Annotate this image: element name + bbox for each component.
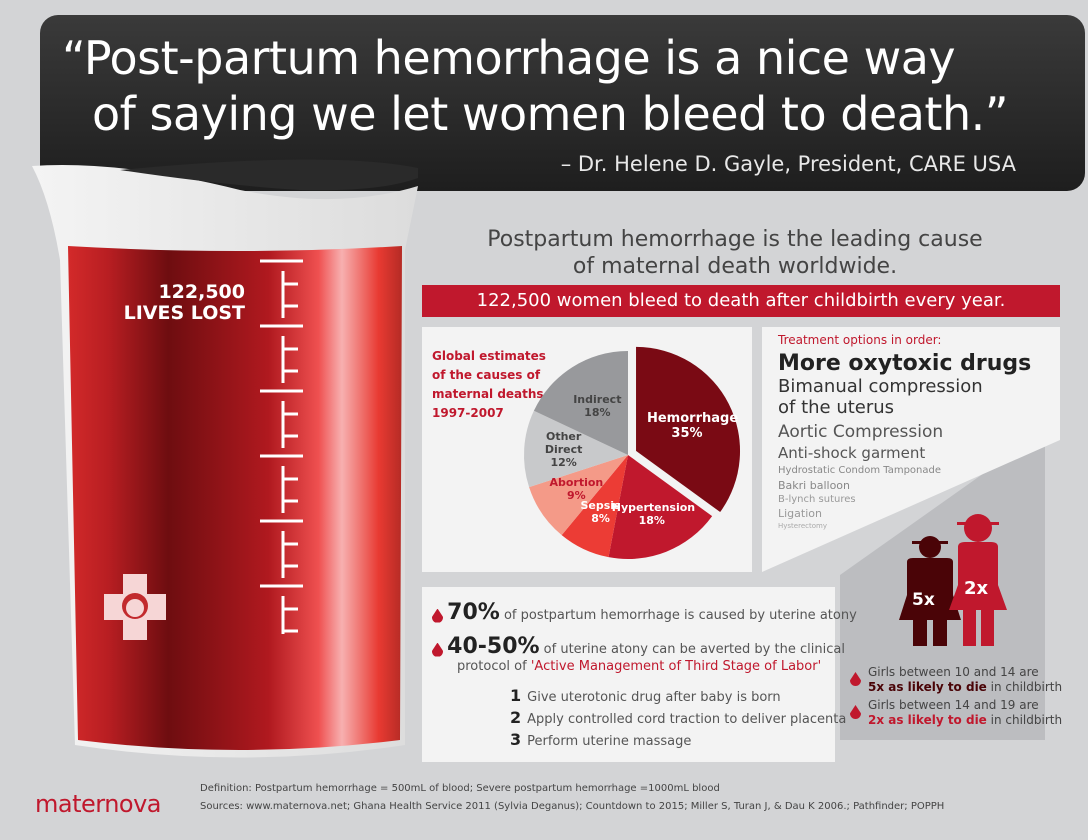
nurse-cross-icon [104,574,166,640]
fact-bold: 5x as likely to die [868,680,987,694]
pie-slice-other-direct [524,410,628,488]
fact-highlight: 'Active Management of Third Stage of Lab… [530,659,822,674]
quote-bubble [40,15,1085,191]
fact-amtsl: 40-50% of uterine atony can be averted b… [432,634,845,674]
pie-title: Global estimates of the causes of matern… [432,347,548,423]
headline: Postpartum hemorrhage is the leading cau… [430,226,1040,280]
banner: 122,500 women bleed to death after child… [422,285,1060,317]
lives-lost-text: LIVES LOST [123,302,245,324]
fact-text: Girls between 10 and 14 are [868,665,1039,679]
treatment-option: B-lynch sutures [778,494,856,505]
girls-fact-younger: Girls between 10 and 14 are 5x as likely … [850,665,1062,695]
girls-fact-older: Girls between 14 and 19 are 2x as likely … [850,698,1062,728]
step-number: 2 [510,708,522,727]
treatment-option: More oxytoxic drugs [778,351,1032,376]
pie-slice-hemorrhage [636,346,741,513]
lives-lost-count: 122,500 [158,281,245,303]
step-text: Give uterotonic drug after baby is born [527,690,781,705]
treatment-option: Bakri balloon [778,479,850,492]
pie-chart [524,346,741,559]
younger-girl-icon [899,536,961,646]
pie-slice-hypertension [608,455,713,559]
treatment-option: Ligation [778,507,822,520]
pie-title-line: Global estimates [432,349,546,363]
pie-slice-indirect [533,351,628,455]
fact-bold: 2x as likely to die [868,713,987,727]
maternova-logo: maternova [35,790,162,818]
headline-line-1: Postpartum hemorrhage is the leading cau… [487,227,983,252]
footer-definition: Definition: Postpartum hemorrhage = 500m… [200,783,720,794]
pie-slice-sepsis [561,455,628,558]
step: 3 Perform uterine massage [510,730,691,749]
pie-label: Hypertension 18% [611,500,696,527]
facts-panel [422,587,835,762]
treatment-option: Hydrostatic Condom Tamponade [778,465,942,476]
blood-drop-icon [432,642,443,657]
pie-title-line: 1997-2007 [432,406,504,420]
footer-sources: Sources: www.maternova.net; Ghana Health… [200,801,945,812]
quote: “Post-partum hemorrhage is a nice way of… [62,30,1042,142]
quote-attribution: – Dr. Helene D. Gayle, President, CARE U… [560,152,1016,176]
headline-line-2: of maternal death worldwide. [572,254,898,279]
pie-label: Indirect 18% [573,392,622,419]
pie-slice-abortion [529,455,628,536]
treatment-heading: Treatment options in order: [778,333,942,347]
treatment-option: Hysterectomy [778,522,827,530]
treatment-options: Treatment options in order: More oxytoxi… [778,333,1058,530]
pie-title-line: maternal deaths, [432,387,549,401]
pie-label: Sepsis 8% [580,499,621,526]
fact-text: in childbirth [986,680,1063,694]
step-text: Apply controlled cord traction to delive… [527,712,847,727]
footer-notes: Definition: Postpartum hemorrhage = 500m… [200,780,944,816]
older-girl-icon [949,514,1007,646]
treatment-option: Aortic Compression [778,422,944,442]
girls-figures-icon [899,514,1007,646]
treatment-option: Bimanual compression [778,376,983,397]
fact-text: Girls between 14 and 19 are [868,698,1039,712]
blood-drop-icon [850,672,861,686]
blood-drop-icon [850,705,861,719]
treatment-option: of the uterus [778,397,895,418]
step-text: Perform uterine massage [527,734,692,749]
treatment-option: Anti-shock garment [778,444,926,462]
step-number: 3 [510,730,522,749]
pie-label: Other Direct 12% [544,429,583,469]
step: 1 Give uterotonic drug after baby is born [510,686,781,705]
younger-multiplier: 5x [912,590,935,610]
fact-atony: 70% of postpartum hemorrhage is caused b… [432,600,857,625]
fact-text: of postpartum hemorrhage is caused by ut… [499,608,857,623]
fact-percent: 40-50% [447,634,540,659]
step-number: 1 [510,686,522,705]
older-multiplier: 2x [964,578,989,599]
measurement-ticks [260,259,303,634]
pie-label: Abortion 9% [549,476,604,503]
fact-text: in childbirth [986,713,1063,727]
step: 2 Apply controlled cord traction to deliv… [510,708,846,727]
blood-drop-icon [432,608,443,623]
fact-percent: 70% [447,600,500,625]
quote-line-1: “Post-partum hemorrhage is a nice way [62,31,956,85]
pie-label: Hemorrhage 35% [646,410,739,441]
fact-text: of uterine atony can be averted by the c… [539,642,845,657]
fact-text: protocol of [457,659,531,674]
pie-title-line: of the causes of [432,368,541,382]
lives-lost-label: 122,500 LIVES LOST [100,282,245,324]
quote-line-2: of saying we let women bleed to death.” [92,87,1009,141]
